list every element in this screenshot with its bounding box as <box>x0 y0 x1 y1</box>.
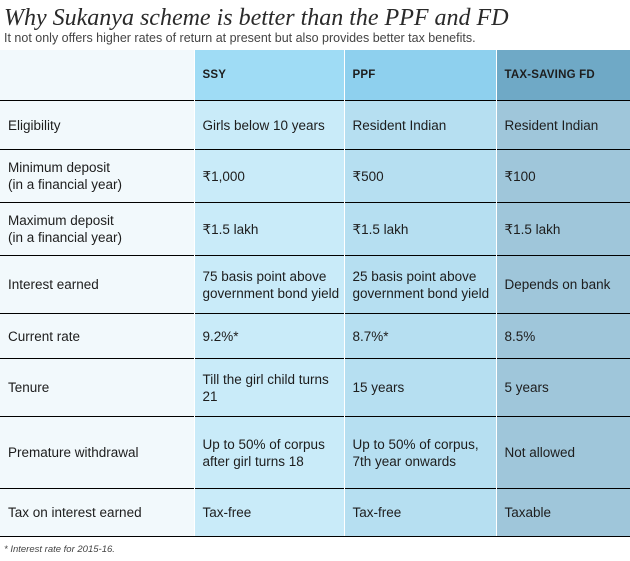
cell-line: 9.2%* <box>202 328 239 344</box>
table-row: Interest earned 75 basis point above gover… <box>0 255 630 314</box>
row-label: Premature withdrawal <box>0 416 194 489</box>
table-row: Current rate 9.2%* 8.7%* 8.5% <box>0 313 630 359</box>
row-label: Eligibility <box>0 100 194 150</box>
row-label: Tenure <box>0 358 194 417</box>
cell-ppf: 25 basis point above government bond yiel… <box>343 255 496 314</box>
cell-ssy: Till the girl child turns 21 <box>193 358 344 417</box>
cell-line: ₹100 <box>504 168 536 184</box>
cell-ssy: 9.2%* <box>193 313 344 359</box>
table-row: Premature withdrawal Up to 50% of corpus a… <box>0 416 630 489</box>
row-label: Tax on interest earned <box>0 488 194 537</box>
cell-line: Interest earned <box>8 277 99 292</box>
row-label: Interest earned <box>0 255 194 314</box>
cell-ppf: Tax-free <box>343 488 496 537</box>
row-label: Minimum deposit (in a financial year) <box>0 149 194 203</box>
cell-line: Girls below 10 years <box>202 117 325 133</box>
cell-line: 75 basis point above <box>202 268 327 284</box>
cell-line: 7th year onwards <box>352 453 457 469</box>
cell-line: 15 years <box>352 380 405 395</box>
cell-line: 8.5% <box>504 328 536 344</box>
cell-fd: ₹1.5 lakh <box>495 202 630 256</box>
cell-line: 5 years <box>504 380 549 395</box>
row-label: Current rate <box>0 313 194 359</box>
header-tax-saving-fd: TAX-SAVING FD <box>495 50 630 101</box>
cell-line: Till the girl child turns <box>202 371 329 387</box>
cell-ssy: Tax-free <box>193 488 344 537</box>
table-row: Tax on interest earned Tax-free Tax-free Ta… <box>0 488 630 537</box>
cell-ppf: 8.7%* <box>343 313 496 359</box>
cell-fd: Depends on bank <box>495 255 630 314</box>
cell-line: (in a financial year) <box>8 177 123 192</box>
cell-fd: 8.5% <box>495 313 630 359</box>
cell-line: ₹1,000 <box>202 168 245 184</box>
cell-line: Resident Indian <box>352 117 447 133</box>
cell-fd: Taxable <box>495 488 630 537</box>
comparison-table: SSY PPF TAX-SAVING FD Eligibility Girls b… <box>0 50 630 537</box>
cell-line: government bond yield <box>202 285 340 301</box>
cell-line: Minimum deposit <box>8 160 111 175</box>
cell-ssy: Girls below 10 years <box>193 100 344 150</box>
cell-fd: Not allowed <box>495 416 630 489</box>
cell-line: Up to 50% of corpus, <box>352 436 479 452</box>
cell-line: Tax on interest earned <box>8 505 142 520</box>
cell-line: ₹1.5 lakh <box>202 221 259 237</box>
page-subtitle: It not only offers higher rates of retur… <box>4 31 476 45</box>
table-header-row: SSY PPF TAX-SAVING FD <box>0 50 630 101</box>
cell-line: Tenure <box>8 380 50 395</box>
table-row: Tenure Till the girl child turns 21 15 year… <box>0 358 630 417</box>
cell-line: Taxable <box>504 505 552 520</box>
cell-ppf: Resident Indian <box>343 100 496 150</box>
cell-line: 25 basis point above <box>352 268 477 284</box>
header-ppf: PPF <box>343 50 496 101</box>
cell-line: Resident Indian <box>504 117 599 133</box>
header-ssy: SSY <box>193 50 344 101</box>
cell-ppf: ₹1.5 lakh <box>343 202 496 256</box>
cell-line: ₹500 <box>352 168 384 184</box>
cell-line: Not allowed <box>504 445 576 460</box>
footnote: * Interest rate for 2015-16. <box>4 544 115 555</box>
cell-line: Premature withdrawal <box>8 445 139 460</box>
page-title: Why Sukanya scheme is better than the PP… <box>4 5 509 31</box>
cell-line: (in a financial year) <box>8 230 123 245</box>
cell-ppf: 15 years <box>343 358 496 417</box>
cell-fd: Resident Indian <box>495 100 630 150</box>
cell-ssy: ₹1.5 lakh <box>193 202 344 256</box>
cell-fd: 5 years <box>495 358 630 417</box>
table-row: Maximum deposit (in a financial year) ₹1.5… <box>0 202 630 256</box>
cell-line: after girl turns 18 <box>202 453 304 469</box>
cell-line: government bond yield <box>352 285 490 301</box>
cell-ssy: ₹1,000 <box>193 149 344 203</box>
cell-line: 21 <box>202 388 218 404</box>
cell-line: Tax-free <box>352 505 402 520</box>
cell-ppf: Up to 50% of corpus, 7th year onwards <box>343 416 496 489</box>
cell-line: ₹1.5 lakh <box>504 221 561 237</box>
cell-line: Maximum deposit <box>8 213 114 228</box>
cell-fd: ₹100 <box>495 149 630 203</box>
cell-ppf: ₹500 <box>343 149 496 203</box>
header-label-column <box>0 50 194 101</box>
cell-line: Eligibility <box>8 117 61 133</box>
cell-ssy: Up to 50% of corpus after girl turns 18 <box>193 416 344 489</box>
cell-line: 8.7%* <box>352 328 389 344</box>
row-label: Maximum deposit (in a financial year) <box>0 202 194 256</box>
cell-ssy: 75 basis point above government bond yiel… <box>193 255 344 314</box>
table-row: Eligibility Girls below 10 years Resident … <box>0 100 630 150</box>
cell-line: Tax-free <box>202 505 252 520</box>
table-row: Minimum deposit (in a financial year) ₹1,0… <box>0 149 630 203</box>
cell-line: Current rate <box>8 328 81 344</box>
cell-line: ₹1.5 lakh <box>352 221 409 237</box>
cell-line: Depends on bank <box>504 277 611 292</box>
cell-line: Up to 50% of corpus <box>202 436 325 452</box>
